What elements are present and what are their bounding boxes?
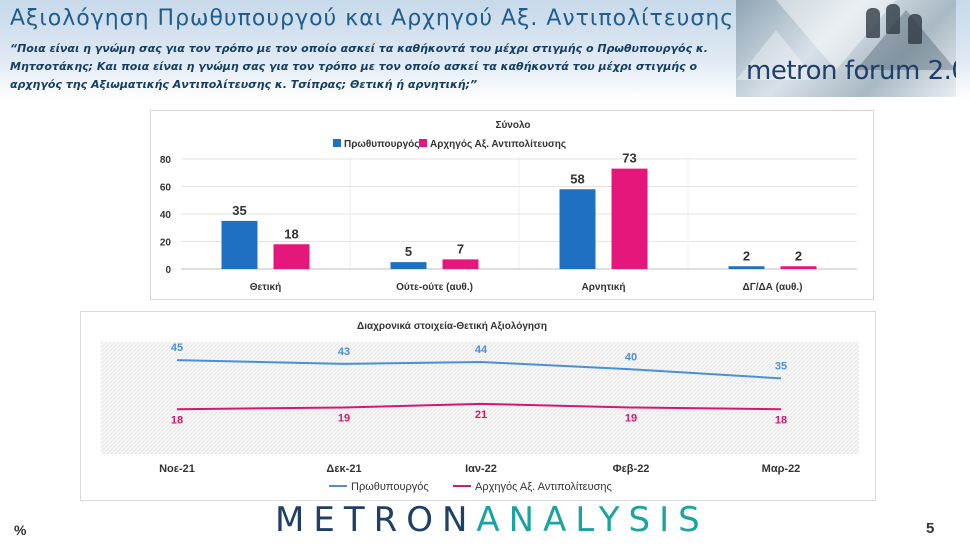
bar-opposition xyxy=(442,259,479,269)
x-tick-label: ΔΓ/ΔΑ (αυθ.) xyxy=(743,282,803,293)
person-silhouette-icon xyxy=(866,8,880,38)
bar-opposition xyxy=(611,168,648,269)
data-label: 43 xyxy=(338,346,350,358)
x-tick-label: Φεβ-22 xyxy=(613,463,650,475)
data-label: 19 xyxy=(625,412,637,424)
x-tick-label: Δεκ-21 xyxy=(326,463,361,475)
bar-opposition xyxy=(273,244,310,269)
plot-background xyxy=(101,342,859,454)
data-label: 40 xyxy=(625,351,637,363)
bar-pm xyxy=(728,266,765,269)
data-label: 45 xyxy=(171,342,183,354)
series-line-opposition xyxy=(176,402,782,411)
data-label: 19 xyxy=(338,412,350,424)
line-chart-panel: Διαχρονικά στοιχεία-Θετική Αξιολόγηση 45 4… xyxy=(80,311,876,501)
metron-forum-banner: metron forum 2.0 xyxy=(736,0,956,97)
question-text: “Ποια είναι η γνώμη σας για τον τρόπο με… xyxy=(10,42,708,91)
y-tick-label: 80 xyxy=(160,155,172,166)
data-label: 18 xyxy=(171,414,183,426)
data-label: 21 xyxy=(475,409,487,421)
y-tick-label: 40 xyxy=(160,210,172,221)
x-tick-label: Μαρ-22 xyxy=(762,463,801,475)
data-label: 5 xyxy=(405,244,412,259)
page-number: 5 xyxy=(926,520,935,537)
y-tick-label: 20 xyxy=(160,238,172,249)
bar-pm xyxy=(390,262,427,269)
bar-pm xyxy=(221,220,258,269)
legend-label-0: Πρωθυπουργός xyxy=(351,481,429,493)
data-label: 2 xyxy=(795,248,802,263)
data-label: 44 xyxy=(475,344,488,356)
legend-label-1: Αρχηγός Αξ. Αντιπολίτευσης xyxy=(430,139,566,150)
data-label: 35 xyxy=(775,360,787,372)
data-label: 58 xyxy=(570,171,584,186)
bar-chart: Σύνολο Πρωθυπουργός Αρχηγός Αξ. Αντιπολίτε… xyxy=(160,120,857,293)
banner-text: metron forum 2.0 xyxy=(746,56,956,86)
bar-chart-panel: Σύνολο Πρωθυπουργός Αρχηγός Αξ. Αντιπολίτε… xyxy=(150,110,874,300)
page-title: Αξιολόγηση Πρωθυπουργού και Αρχηγού Αξ. … xyxy=(10,6,735,31)
y-tick-label: 60 xyxy=(160,183,172,194)
data-label: 73 xyxy=(622,151,636,166)
bar-opposition xyxy=(780,266,817,269)
data-label: 18 xyxy=(284,226,298,241)
legend-label-1: Αρχηγός Αξ. Αντιπολίτευσης xyxy=(475,481,612,493)
person-silhouette-icon xyxy=(908,14,922,44)
x-tick-label: Θετική xyxy=(250,282,281,293)
line-chart: Διαχρονικά στοιχεία-Θετική Αξιολόγηση 45 4… xyxy=(101,321,859,493)
person-silhouette-icon xyxy=(886,4,900,34)
legend-label-0: Πρωθυπουργός xyxy=(344,139,419,150)
data-label: 2 xyxy=(743,248,750,263)
x-tick-label: Αρνητική xyxy=(581,282,625,293)
metron-analysis-logo: METRONANALYSIS xyxy=(275,500,709,540)
y-tick-label: 0 xyxy=(165,265,171,276)
data-label: 35 xyxy=(232,203,246,218)
bar-pm xyxy=(559,189,596,269)
chart-title: Σύνολο xyxy=(495,120,530,131)
legend-swatch-0 xyxy=(333,139,341,147)
series-line-pm xyxy=(176,359,782,380)
data-label: 18 xyxy=(775,414,787,426)
percent-sign: % xyxy=(14,522,27,538)
data-label: 7 xyxy=(457,241,464,256)
x-tick-label: Ούτε-ούτε (αυθ.) xyxy=(396,282,473,293)
x-tick-label: Ιαν-22 xyxy=(465,463,497,475)
chart-title: Διαχρονικά στοιχεία-Θετική Αξιολόγηση xyxy=(357,321,547,332)
legend-swatch-1 xyxy=(419,139,427,147)
x-tick-label: Νοε-21 xyxy=(159,463,195,475)
